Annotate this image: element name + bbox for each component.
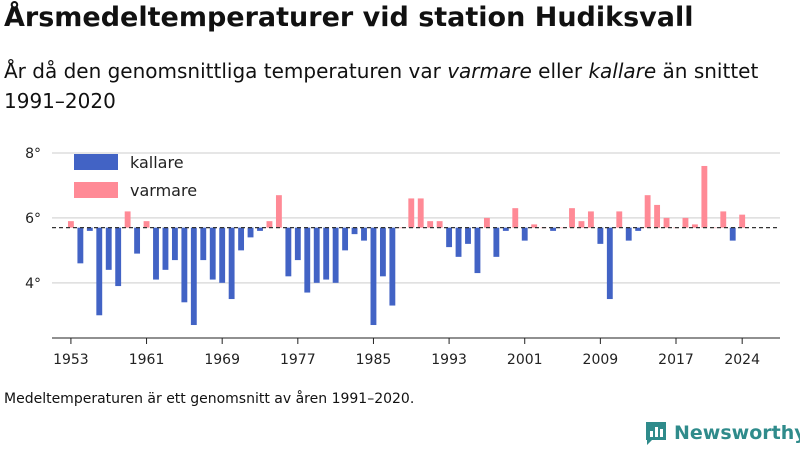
bar-1969 bbox=[219, 227, 226, 283]
bar-1981 bbox=[332, 227, 339, 283]
bar-1982 bbox=[342, 227, 349, 251]
footnote: Medeltemperaturen är ett genomsnitt av å… bbox=[4, 391, 415, 407]
bar-1988 bbox=[398, 227, 405, 229]
x-tick-label: 1961 bbox=[129, 352, 165, 368]
newsworthy-logo: Newsworthy bbox=[644, 420, 800, 446]
newsworthy-logo-icon bbox=[646, 422, 666, 445]
bar-1998 bbox=[493, 227, 500, 257]
bar-2023 bbox=[729, 227, 736, 241]
bar-2014 bbox=[644, 195, 651, 228]
bar-2002 bbox=[531, 224, 538, 228]
bar-1983 bbox=[351, 227, 358, 235]
bar-1973 bbox=[257, 227, 263, 231]
bar-1968 bbox=[209, 227, 216, 280]
bar-1980 bbox=[323, 227, 330, 280]
bar-1987 bbox=[389, 227, 396, 306]
y-tick-label: 6° bbox=[25, 211, 41, 227]
x-tick-label: 2017 bbox=[658, 352, 694, 368]
bar-2022 bbox=[720, 211, 727, 228]
bar-2004 bbox=[550, 227, 557, 231]
bar-1993 bbox=[446, 227, 453, 248]
bar-1996 bbox=[474, 227, 481, 274]
bar-1954 bbox=[77, 227, 84, 264]
legend-label-kallare: kallare bbox=[130, 153, 184, 172]
bar-1956 bbox=[96, 227, 103, 316]
bar-2008 bbox=[587, 211, 594, 228]
bar-1994 bbox=[455, 227, 462, 257]
logo-text: Newsworthy bbox=[674, 422, 800, 444]
bar-1984 bbox=[361, 227, 367, 241]
bar-1995 bbox=[465, 227, 471, 244]
legend-label-varmare: varmare bbox=[130, 181, 197, 200]
bar-1971 bbox=[238, 227, 245, 251]
bar-1991 bbox=[427, 221, 434, 228]
bar-2020 bbox=[701, 165, 708, 228]
bar-2005 bbox=[559, 227, 566, 229]
bar-1978 bbox=[304, 227, 311, 293]
legend-swatch-kallare bbox=[74, 154, 118, 170]
x-tick-label: 1953 bbox=[53, 352, 89, 368]
legend-swatch-varmare bbox=[74, 182, 118, 198]
bar-chart: 4° 6° 8° 1953 1961 1969 1977 1985 1993 2001 2009 20… bbox=[25, 146, 780, 368]
bar-1958 bbox=[115, 227, 122, 287]
bar-2009 bbox=[597, 227, 604, 244]
bar-1953 bbox=[67, 221, 74, 228]
bar-1986 bbox=[379, 227, 386, 277]
bar-2012 bbox=[625, 227, 632, 241]
bar-1963 bbox=[162, 227, 169, 270]
bar-1955 bbox=[86, 227, 93, 231]
subtitle-text-3: än snittet 1991–2020 bbox=[4, 59, 759, 113]
bar-2010 bbox=[606, 227, 613, 300]
x-tick-label: 1993 bbox=[431, 352, 467, 368]
x-tick-label: 1977 bbox=[280, 352, 316, 368]
bar-1962 bbox=[153, 227, 159, 280]
bar-2016 bbox=[663, 217, 670, 228]
chart-subtitle: År då den genomsnittliga temperaturen va… bbox=[4, 56, 784, 116]
bar-1999 bbox=[502, 227, 509, 231]
bar-1976 bbox=[285, 227, 292, 277]
bar-2013 bbox=[635, 227, 642, 231]
bar-1975 bbox=[275, 195, 282, 228]
subtitle-emphasis-warmer: varmare bbox=[447, 59, 532, 83]
bar-1964 bbox=[171, 227, 178, 261]
bar-2011 bbox=[616, 211, 623, 228]
x-tick-label: 1969 bbox=[204, 352, 240, 368]
chart-title: Årsmedeltemperaturer vid station Hudiksv… bbox=[4, 2, 694, 33]
bar-2007 bbox=[578, 221, 585, 228]
bar-1990 bbox=[417, 198, 424, 228]
y-tick-label: 8° bbox=[25, 146, 41, 162]
bar-1961 bbox=[143, 221, 150, 228]
bar-1997 bbox=[483, 217, 490, 228]
subtitle-emphasis-colder: kallare bbox=[588, 59, 657, 83]
bar-1960 bbox=[134, 227, 141, 254]
subtitle-text-1: År då den genomsnittliga temperaturen va… bbox=[4, 59, 448, 83]
bar-2015 bbox=[654, 204, 661, 228]
x-tick-label: 1985 bbox=[356, 352, 392, 368]
bar-1985 bbox=[370, 227, 377, 326]
bar-1972 bbox=[247, 227, 254, 238]
bar-1959 bbox=[124, 211, 131, 228]
bar-2001 bbox=[521, 227, 528, 241]
bar-2024 bbox=[739, 214, 746, 228]
y-tick-label: 4° bbox=[25, 276, 41, 292]
bar-1974 bbox=[266, 221, 273, 228]
bar-1977 bbox=[294, 227, 301, 261]
bar-1992 bbox=[436, 221, 443, 228]
bar-2006 bbox=[569, 208, 575, 228]
bar-1967 bbox=[200, 227, 207, 261]
x-tick-label: 2001 bbox=[507, 352, 543, 368]
x-tick-label: 2009 bbox=[583, 352, 619, 368]
bar-1957 bbox=[105, 227, 112, 270]
bar-2019 bbox=[691, 224, 698, 228]
bar-2000 bbox=[512, 208, 519, 228]
bar-1970 bbox=[228, 227, 235, 300]
bar-1965 bbox=[181, 227, 188, 303]
subtitle-text-2: eller bbox=[531, 59, 589, 83]
bar-1966 bbox=[190, 227, 197, 326]
bar-2018 bbox=[682, 217, 689, 228]
bar-1979 bbox=[313, 227, 320, 283]
x-tick-label: 2024 bbox=[724, 352, 760, 368]
bar-1989 bbox=[408, 198, 415, 228]
